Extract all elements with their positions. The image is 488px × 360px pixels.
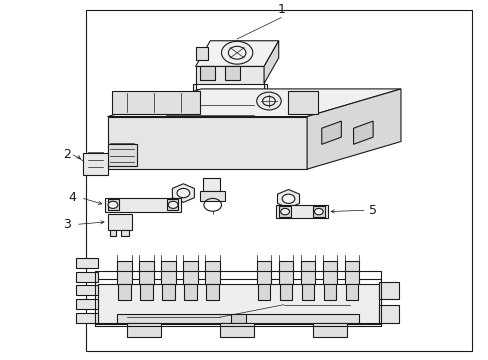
Polygon shape — [200, 190, 224, 201]
Polygon shape — [193, 84, 266, 93]
Polygon shape — [312, 206, 325, 217]
Polygon shape — [184, 284, 197, 300]
Polygon shape — [287, 91, 317, 114]
Polygon shape — [306, 89, 400, 169]
Polygon shape — [203, 178, 220, 190]
Polygon shape — [312, 323, 346, 337]
Polygon shape — [195, 47, 207, 60]
Polygon shape — [121, 230, 128, 236]
Text: 2: 2 — [63, 148, 71, 161]
Circle shape — [168, 201, 178, 208]
Circle shape — [177, 188, 189, 198]
Polygon shape — [256, 261, 271, 284]
Polygon shape — [76, 285, 98, 296]
Polygon shape — [278, 261, 293, 284]
Polygon shape — [98, 284, 378, 323]
Text: 1: 1 — [277, 3, 285, 16]
Polygon shape — [378, 282, 398, 300]
Polygon shape — [323, 284, 336, 300]
Polygon shape — [300, 261, 315, 284]
Polygon shape — [105, 198, 181, 212]
Circle shape — [282, 194, 294, 203]
Polygon shape — [107, 214, 132, 230]
Bar — [95, 271, 381, 326]
Polygon shape — [107, 199, 119, 210]
Polygon shape — [183, 261, 198, 284]
Polygon shape — [257, 284, 270, 300]
Polygon shape — [264, 41, 278, 84]
Polygon shape — [206, 284, 219, 300]
Polygon shape — [345, 284, 358, 300]
Polygon shape — [378, 305, 398, 323]
Polygon shape — [353, 121, 372, 144]
Text: 4: 4 — [68, 191, 76, 204]
Polygon shape — [276, 205, 327, 219]
Circle shape — [221, 41, 252, 64]
Polygon shape — [301, 284, 314, 300]
Polygon shape — [140, 284, 153, 300]
Bar — [85, 10, 471, 351]
Polygon shape — [344, 261, 359, 284]
Text: 3: 3 — [63, 218, 71, 231]
Polygon shape — [107, 89, 400, 117]
Polygon shape — [200, 66, 215, 80]
Polygon shape — [83, 153, 107, 175]
Polygon shape — [167, 199, 178, 210]
Polygon shape — [172, 184, 194, 202]
Polygon shape — [76, 299, 98, 309]
Polygon shape — [161, 261, 176, 284]
Polygon shape — [321, 121, 341, 144]
Polygon shape — [107, 144, 137, 166]
Polygon shape — [76, 312, 98, 323]
Polygon shape — [279, 284, 292, 300]
Polygon shape — [322, 261, 337, 284]
Circle shape — [108, 201, 118, 208]
Circle shape — [314, 208, 323, 215]
Polygon shape — [117, 314, 359, 323]
Polygon shape — [127, 323, 161, 337]
Polygon shape — [112, 91, 200, 114]
Circle shape — [256, 92, 281, 110]
Polygon shape — [76, 272, 98, 282]
Polygon shape — [278, 206, 290, 217]
Text: 5: 5 — [368, 204, 376, 217]
Polygon shape — [205, 261, 220, 284]
Polygon shape — [277, 189, 299, 208]
Polygon shape — [162, 284, 175, 300]
Polygon shape — [139, 261, 154, 284]
Polygon shape — [220, 323, 254, 337]
Polygon shape — [117, 261, 132, 284]
Polygon shape — [76, 258, 98, 268]
Polygon shape — [195, 67, 264, 84]
Polygon shape — [195, 41, 278, 67]
Polygon shape — [230, 314, 245, 323]
Polygon shape — [107, 117, 306, 169]
Polygon shape — [110, 230, 116, 236]
Polygon shape — [118, 284, 131, 300]
Circle shape — [280, 208, 289, 215]
Polygon shape — [224, 66, 239, 80]
